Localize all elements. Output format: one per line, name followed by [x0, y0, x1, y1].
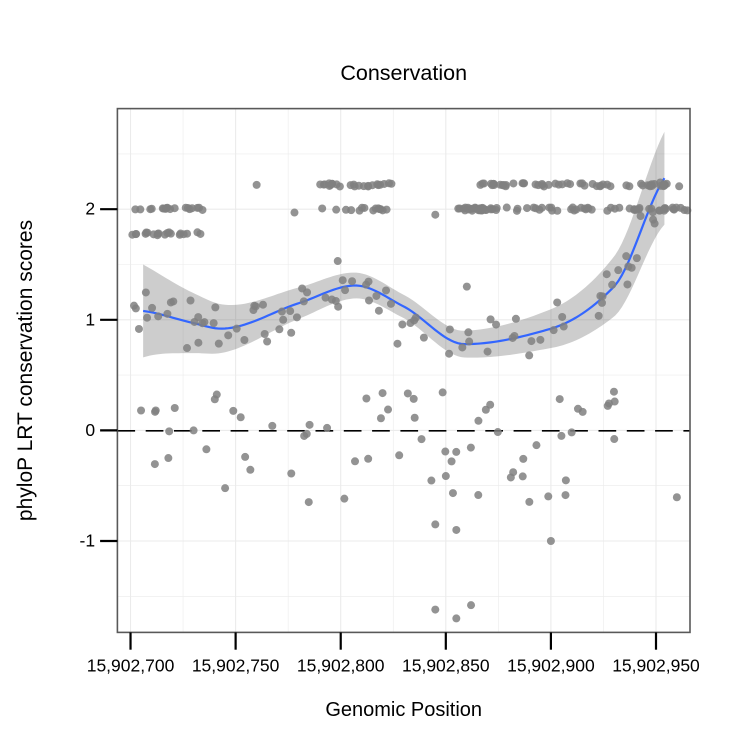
svg-text:Conservation: Conservation — [340, 61, 467, 85]
svg-text:15,902,850: 15,902,850 — [402, 656, 490, 676]
svg-text:Genomic Position: Genomic Position — [325, 699, 482, 721]
svg-text:0: 0 — [85, 420, 95, 440]
svg-text:2: 2 — [85, 199, 95, 219]
svg-text:-1: -1 — [80, 531, 96, 551]
svg-text:15,902,800: 15,902,800 — [297, 656, 385, 676]
svg-text:15,902,950: 15,902,950 — [612, 656, 700, 676]
svg-text:15,902,750: 15,902,750 — [192, 656, 280, 676]
svg-text:phyloP LRT conservation scores: phyloP LRT conservation scores — [14, 220, 37, 521]
svg-text:15,902,900: 15,902,900 — [507, 656, 595, 676]
svg-text:1: 1 — [85, 309, 95, 329]
svg-text:15,902,700: 15,902,700 — [87, 656, 175, 676]
